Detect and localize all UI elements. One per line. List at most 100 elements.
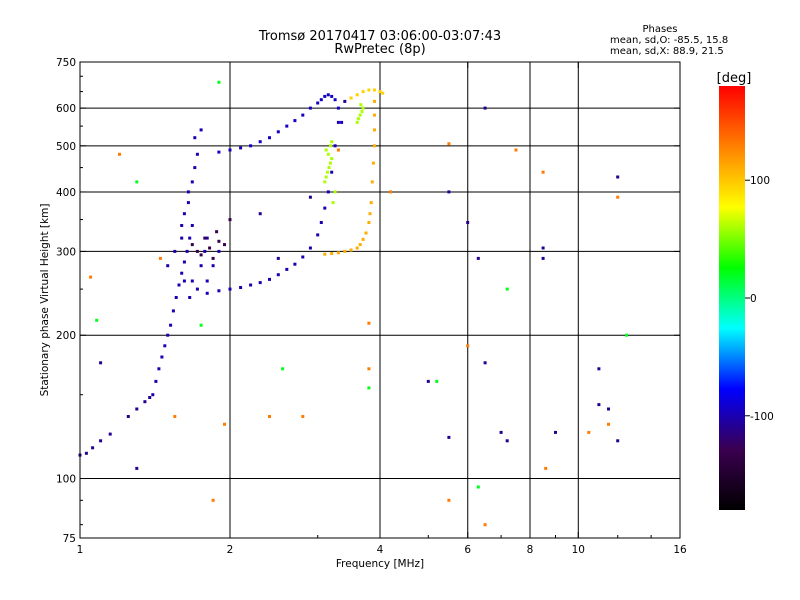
x-tick-label: 6 (464, 544, 471, 556)
data-point (373, 99, 376, 103)
data-point (151, 393, 155, 397)
data-point (239, 146, 243, 150)
data-point (95, 318, 99, 322)
data-point (378, 90, 382, 94)
data-point (258, 140, 262, 144)
data-point (249, 144, 253, 148)
data-point (367, 88, 371, 92)
data-point (514, 148, 518, 152)
data-point (308, 246, 312, 250)
data-point (466, 221, 470, 224)
data-point (616, 175, 620, 179)
y-tick-label: 400 (56, 187, 76, 199)
data-point (326, 170, 330, 174)
data-point (373, 113, 376, 117)
data-point (177, 283, 181, 287)
data-point (331, 201, 335, 205)
y-tick-label: 750 (56, 57, 76, 69)
data-point (323, 252, 327, 256)
data-point (228, 287, 232, 291)
data-point (199, 128, 203, 132)
data-point (355, 120, 359, 124)
data-point (447, 435, 451, 439)
data-point (135, 180, 139, 184)
data-point (182, 279, 186, 283)
data-point (367, 321, 371, 325)
data-point (323, 94, 327, 98)
data-point (326, 93, 330, 97)
data-point (364, 231, 368, 235)
data-point (154, 379, 158, 383)
data-point (188, 236, 192, 240)
data-point (361, 237, 365, 241)
data-point (293, 119, 297, 123)
data-point (203, 249, 207, 253)
data-point (276, 256, 280, 260)
data-point (217, 150, 221, 154)
grid-lines (80, 62, 680, 538)
data-point (541, 170, 545, 174)
data-point (135, 466, 139, 470)
data-point (199, 253, 203, 257)
data-point (330, 170, 334, 174)
data-point (330, 140, 334, 144)
data-point (361, 106, 365, 110)
data-point (268, 415, 271, 418)
data-point (356, 117, 360, 121)
x-tick-label: 1 (77, 544, 84, 556)
data-point (195, 287, 199, 291)
data-point (308, 106, 312, 110)
data-point (228, 148, 232, 152)
data-point (355, 246, 359, 250)
data-point (349, 248, 353, 252)
data-point (323, 206, 327, 210)
data-point (616, 195, 620, 199)
data-point (607, 422, 610, 426)
data-point (205, 279, 209, 283)
data-point (293, 262, 297, 266)
y-axis: 75 100 200 300 400 500 600 750 (56, 57, 680, 545)
colorbar-tick-label: 0 (750, 293, 757, 305)
data-point (389, 190, 393, 194)
data-point (217, 249, 221, 253)
data-point (505, 287, 509, 291)
data-point (343, 99, 347, 103)
data-point (330, 94, 334, 98)
data-point (447, 498, 451, 502)
data-point (333, 98, 337, 102)
data-point (217, 80, 221, 84)
data-point (223, 243, 226, 247)
data-point (195, 249, 199, 253)
data-point (597, 403, 601, 407)
data-point (483, 106, 487, 110)
y-tick-label: 500 (56, 141, 76, 153)
data-point (381, 91, 385, 95)
data-point (544, 466, 548, 470)
data-point (163, 344, 167, 348)
data-point (108, 432, 112, 436)
data-point (541, 246, 545, 250)
data-point (447, 190, 451, 194)
data-point (343, 249, 347, 253)
data-point (323, 180, 327, 184)
data-point (276, 130, 280, 134)
data-point (336, 106, 340, 110)
data-point (476, 485, 480, 489)
data-point (186, 190, 190, 194)
data-point (373, 88, 376, 92)
data-point (554, 430, 557, 434)
data-point (349, 96, 353, 100)
data-point (195, 152, 199, 156)
data-points (78, 80, 629, 527)
data-point (217, 239, 221, 243)
data-point (333, 190, 337, 194)
data-point (182, 260, 186, 264)
data-point (587, 430, 591, 434)
data-point (190, 180, 194, 184)
data-point (324, 175, 328, 179)
data-point (180, 271, 184, 275)
data-point (435, 379, 439, 383)
data-point (199, 323, 203, 327)
data-point (205, 236, 209, 240)
y-tick-label: 600 (56, 103, 76, 115)
